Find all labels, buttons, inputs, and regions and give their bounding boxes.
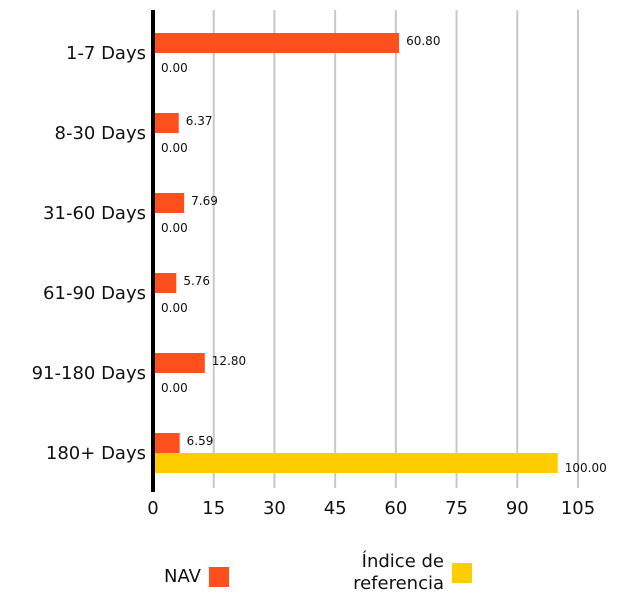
data-label: 12.80 [212,354,246,368]
x-tick-label: 30 [263,498,286,519]
data-label: 0.00 [161,221,188,235]
data-label: 5.76 [183,274,210,288]
category-label: 31-60 Days [43,203,146,224]
data-label: 0.00 [161,301,188,315]
data-label: 0.00 [161,61,188,75]
x-tick-label: 105 [561,498,595,519]
grid-lines [212,10,579,488]
x-tick-label: 75 [445,498,468,519]
bar [153,193,185,213]
bar [153,353,205,373]
category-label: 91-180 Days [32,363,146,384]
bar [153,273,177,293]
legend-item-index: Índice de referencia [344,551,472,595]
data-label: 0.00 [161,141,188,155]
x-tick-label: 0 [147,498,158,519]
bar [153,33,400,53]
x-tick-label: 90 [506,498,529,519]
bar [153,453,558,473]
legend-label-nav: NAV [164,566,201,587]
x-tick-label: 45 [324,498,347,519]
data-label: 60.80 [406,34,440,48]
bar [153,113,179,133]
labels: 0 15 30 45 60 75 90 105 1-7 Days 60.80 0.00 8-30 Da… [32,34,607,519]
legend-label-index: Índice de referencia [344,551,444,595]
data-label: 100.00 [565,461,607,475]
data-label: 6.59 [187,434,214,448]
bars [153,33,558,473]
x-tick-label: 60 [384,498,407,519]
x-tick-label: 15 [202,498,225,519]
category-label: 8-30 Days [55,123,147,144]
category-label: 61-90 Days [43,283,146,304]
legend-item-nav: NAV [164,566,229,588]
data-label: 6.37 [186,114,213,128]
category-label: 180+ Days [46,443,146,464]
category-label: 1-7 Days [66,43,146,64]
legend-label-index-line2: referencia [353,573,444,594]
bar [153,433,180,453]
data-label: 0.00 [161,381,188,395]
legend-swatch-nav [208,567,229,587]
legend-swatch-index [452,563,472,583]
data-label: 7.69 [191,194,218,208]
legend-label-index-line1: Índice de [361,551,444,572]
